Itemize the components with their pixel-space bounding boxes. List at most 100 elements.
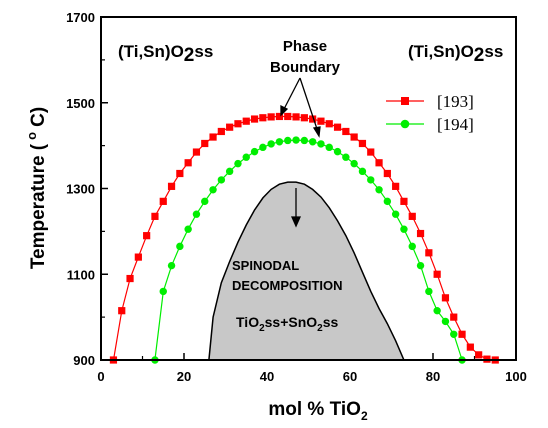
- data-point-square: [325, 120, 333, 128]
- x-axis-title: mol % TiO2: [268, 399, 368, 423]
- data-point-circle: [450, 330, 458, 338]
- data-point-square: [441, 294, 450, 302]
- y-tick-label: 1500: [66, 96, 95, 111]
- data-point-circle: [350, 159, 358, 168]
- data-point-square: [234, 120, 242, 128]
- data-point-square: [184, 159, 192, 167]
- data-point-circle: [217, 176, 226, 184]
- data-point-square: [259, 114, 267, 122]
- plot-frame: [100, 16, 517, 361]
- data-point-square: [416, 229, 425, 238]
- data-point-square: [176, 169, 184, 178]
- y-tick-label: 1100: [67, 267, 95, 282]
- data-point-square: [250, 115, 259, 123]
- data-point-square: [267, 113, 275, 121]
- data-point-square: [226, 123, 234, 131]
- data-point-square: [408, 212, 416, 220]
- data-point-circle: [242, 153, 250, 161]
- spinodal-label-line2: DECOMPOSITION: [232, 278, 343, 293]
- data-point-square: [358, 139, 367, 148]
- data-point-square: [466, 343, 474, 351]
- data-point-circle: [416, 261, 425, 270]
- data-point-square: [292, 113, 300, 121]
- data-point-circle: [317, 140, 325, 148]
- data-point-square: [375, 159, 383, 167]
- data-point-circle: [159, 287, 167, 296]
- data-point-square: [425, 249, 433, 257]
- spinodal-mixture-label: TiO2ss+SnO2ss: [236, 314, 339, 334]
- data-point-square: [167, 182, 176, 190]
- data-point-square: [284, 112, 292, 121]
- data-point-circle: [275, 138, 284, 146]
- data-point-circle: [308, 138, 317, 146]
- data-point-circle: [425, 287, 433, 296]
- x-tick-label: 40: [260, 369, 274, 384]
- x-tick-label: 80: [426, 369, 440, 384]
- legend-label-193: [193]: [437, 92, 474, 111]
- x-tick-label: 0: [97, 369, 104, 384]
- legend-item-193: [193]: [386, 92, 474, 111]
- data-point-circle: [250, 147, 259, 156]
- spinodal-region: [208, 181, 406, 361]
- data-point-square: [192, 148, 201, 156]
- data-point-square: [143, 232, 151, 240]
- data-point-square: [458, 330, 466, 338]
- data-point-square: [242, 117, 250, 125]
- data-point-circle: [400, 225, 408, 233]
- phase-boundary-label-line2: Boundary: [270, 59, 341, 76]
- phase-label-left: (Ti,Sn)O2ss: [118, 42, 213, 66]
- data-point-circle: [201, 197, 209, 206]
- y-tick-label: 1300: [66, 182, 95, 197]
- y-axis-title: Temperature (oC): [24, 107, 49, 269]
- data-point-square: [217, 127, 225, 136]
- data-point-circle: [184, 225, 192, 233]
- data-point-circle: [192, 210, 201, 218]
- data-point-square: [126, 274, 134, 283]
- data-point-square: [450, 313, 458, 321]
- y-tick-labels: 900 1100 1300 1500 1700: [66, 10, 95, 368]
- x-tick-labels: 0 20 40 60 80 100: [97, 369, 526, 384]
- data-point-circle: [383, 197, 392, 206]
- x-tick-label: 20: [177, 369, 191, 384]
- data-point-circle: [367, 176, 375, 184]
- data-point-circle: [209, 186, 217, 194]
- data-point-square: [118, 307, 126, 315]
- legend-label-194: [194]: [437, 115, 474, 134]
- data-point-square: [342, 127, 350, 136]
- data-point-circle: [259, 143, 267, 152]
- data-point-circle: [325, 143, 333, 152]
- data-point-circle: [234, 159, 242, 168]
- data-point-circle: [358, 167, 367, 176]
- data-point-square: [209, 133, 217, 141]
- data-point-square: [300, 114, 308, 122]
- data-point-square: [367, 148, 375, 156]
- data-point-circle: [225, 167, 234, 176]
- data-point-circle: [375, 186, 383, 194]
- data-point-square: [433, 270, 441, 278]
- data-point-circle: [292, 136, 300, 144]
- data-point-square: [201, 139, 209, 148]
- data-point-square: [400, 197, 408, 205]
- phase-boundary-label-line1: Phase: [283, 38, 327, 55]
- legend-item-194: [194]: [386, 115, 474, 134]
- data-point-circle: [176, 242, 184, 251]
- data-point-square: [350, 133, 358, 141]
- x-tick-label: 60: [343, 369, 357, 384]
- spinodal-label-line1: SPINODAL: [232, 258, 299, 273]
- legend: [193] [194]: [386, 92, 474, 134]
- data-point-circle: [284, 136, 292, 145]
- data-point-square: [317, 117, 325, 125]
- y-tick-label: 1700: [66, 10, 95, 25]
- data-point-square: [151, 212, 159, 220]
- data-point-circle: [433, 306, 441, 315]
- data-point-circle: [408, 242, 416, 251]
- spinodal-arrow: [290, 188, 302, 228]
- data-point-circle: [300, 136, 309, 145]
- data-point-square: [383, 169, 391, 178]
- data-point-square: [134, 253, 142, 261]
- data-point-square: [333, 123, 342, 131]
- data-point-circle: [167, 261, 176, 270]
- data-point-square: [159, 197, 167, 205]
- y-tick-label: 900: [73, 353, 95, 368]
